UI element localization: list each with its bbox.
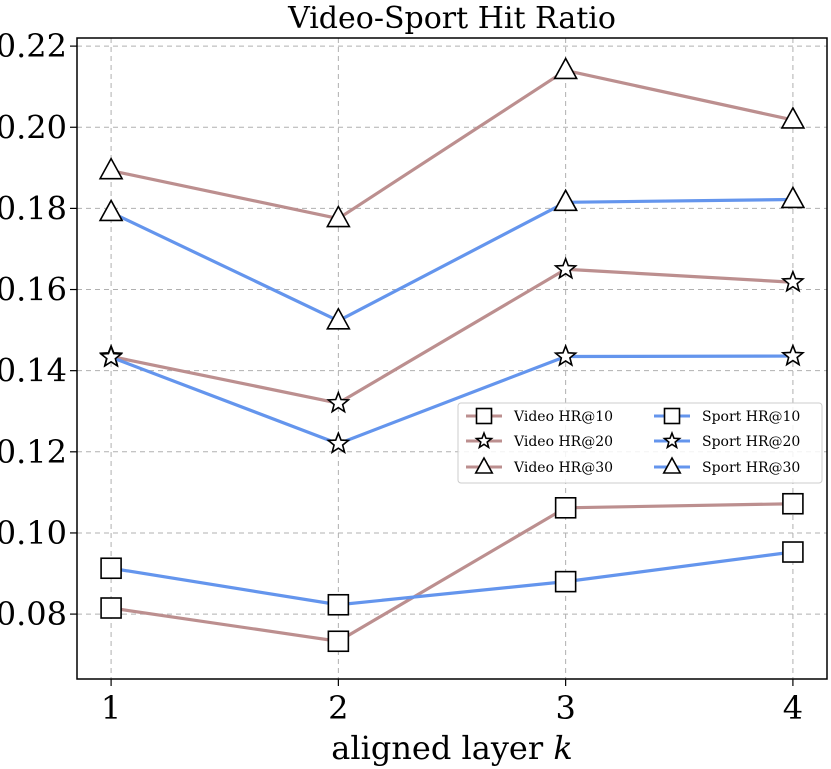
series-sport-hr-30	[98, 185, 806, 330]
series-video-hr-30	[98, 56, 806, 228]
x-axis-label-variable: k	[553, 729, 572, 767]
data-point-marker	[782, 541, 804, 563]
data-point-marker	[780, 106, 806, 129]
plot-frame	[76, 37, 828, 680]
legend-marker	[663, 407, 681, 425]
series-sport-hr-10	[100, 541, 804, 616]
legend-item: Sport HR@30	[654, 456, 800, 476]
x-tick-label: 4	[783, 689, 803, 727]
grid-lines	[77, 38, 827, 679]
y-tick-label: 0.08	[0, 595, 67, 633]
legend-marker	[662, 456, 682, 474]
axis-ticks: 0.08 0.10 0.12 0.14 0.16 0.18 0.20 0.22 1 2 3 4	[0, 27, 803, 727]
data-point-marker	[327, 630, 350, 653]
data-point-marker	[100, 557, 122, 580]
series-line	[110, 68, 794, 221]
data-point-marker	[782, 492, 804, 515]
data-point-marker	[326, 390, 351, 414]
legend-marker	[475, 407, 493, 425]
y-tick-label: 0.20	[0, 108, 67, 146]
legend-item: Video HR@20	[466, 430, 613, 450]
x-tick-label: 1	[101, 689, 121, 727]
chart-title: Video-Sport Hit Ratio	[287, 1, 616, 36]
series-line	[110, 550, 794, 607]
data-point-marker	[554, 570, 577, 593]
x-tick-label: 3	[555, 689, 575, 727]
data-point-marker	[326, 204, 351, 228]
data-point-marker	[553, 343, 578, 367]
legend: Video HR@10 Video HR@20 Video HR@30 Sport H…	[457, 402, 823, 484]
data-point-marker	[554, 496, 577, 519]
legend-box	[457, 402, 823, 484]
x-axis-label: aligned layer k	[331, 729, 572, 767]
data-point-marker	[98, 157, 124, 180]
series-line	[110, 197, 793, 323]
y-tick-label: 0.12	[0, 433, 67, 471]
y-tick-label: 0.10	[0, 514, 67, 552]
y-tick-label: 0.14	[0, 352, 67, 390]
y-tick-label: 0.16	[0, 271, 67, 309]
series-line	[110, 502, 793, 643]
legend-label: Video HR@10	[513, 409, 613, 425]
data-point-marker	[553, 188, 578, 212]
legend-item: Sport HR@10	[654, 407, 800, 425]
series-video-hr-20	[98, 256, 806, 414]
series-video-hr-10	[100, 492, 804, 653]
legend-label: Sport HR@20	[702, 434, 800, 450]
legend-item: Sport HR@20	[654, 430, 800, 450]
legend-marker	[662, 430, 682, 450]
y-tick-label: 0.18	[0, 189, 67, 227]
legend-label: Video HR@30	[513, 460, 613, 476]
legend-marker	[474, 430, 494, 450]
legend-marker	[474, 456, 494, 474]
legend-label: Video HR@20	[513, 434, 613, 450]
data-point-marker	[98, 344, 124, 368]
y-tick-label: 0.22	[0, 27, 67, 65]
legend-item: Video HR@30	[466, 456, 613, 476]
data-point-marker	[553, 56, 578, 80]
legend-label: Sport HR@10	[702, 409, 800, 425]
data-point-marker	[98, 198, 124, 222]
data-point-marker	[553, 256, 578, 280]
data-point-marker	[327, 593, 350, 616]
series-line	[110, 354, 793, 446]
series-line	[110, 267, 794, 405]
data-point-marker	[780, 269, 806, 293]
x-tick-label: 2	[328, 689, 348, 727]
data-point-marker	[780, 343, 806, 367]
legend-item: Video HR@10	[466, 407, 613, 425]
x-axis-label-text: aligned layer	[331, 729, 553, 767]
legend-label: Sport HR@30	[702, 460, 800, 476]
series-sport-hr-20	[98, 343, 806, 454]
data-point-marker	[100, 597, 122, 619]
data-point-marker	[780, 185, 806, 209]
plot-series	[98, 56, 806, 653]
data-point-marker	[326, 430, 351, 454]
data-point-marker	[326, 307, 351, 330]
